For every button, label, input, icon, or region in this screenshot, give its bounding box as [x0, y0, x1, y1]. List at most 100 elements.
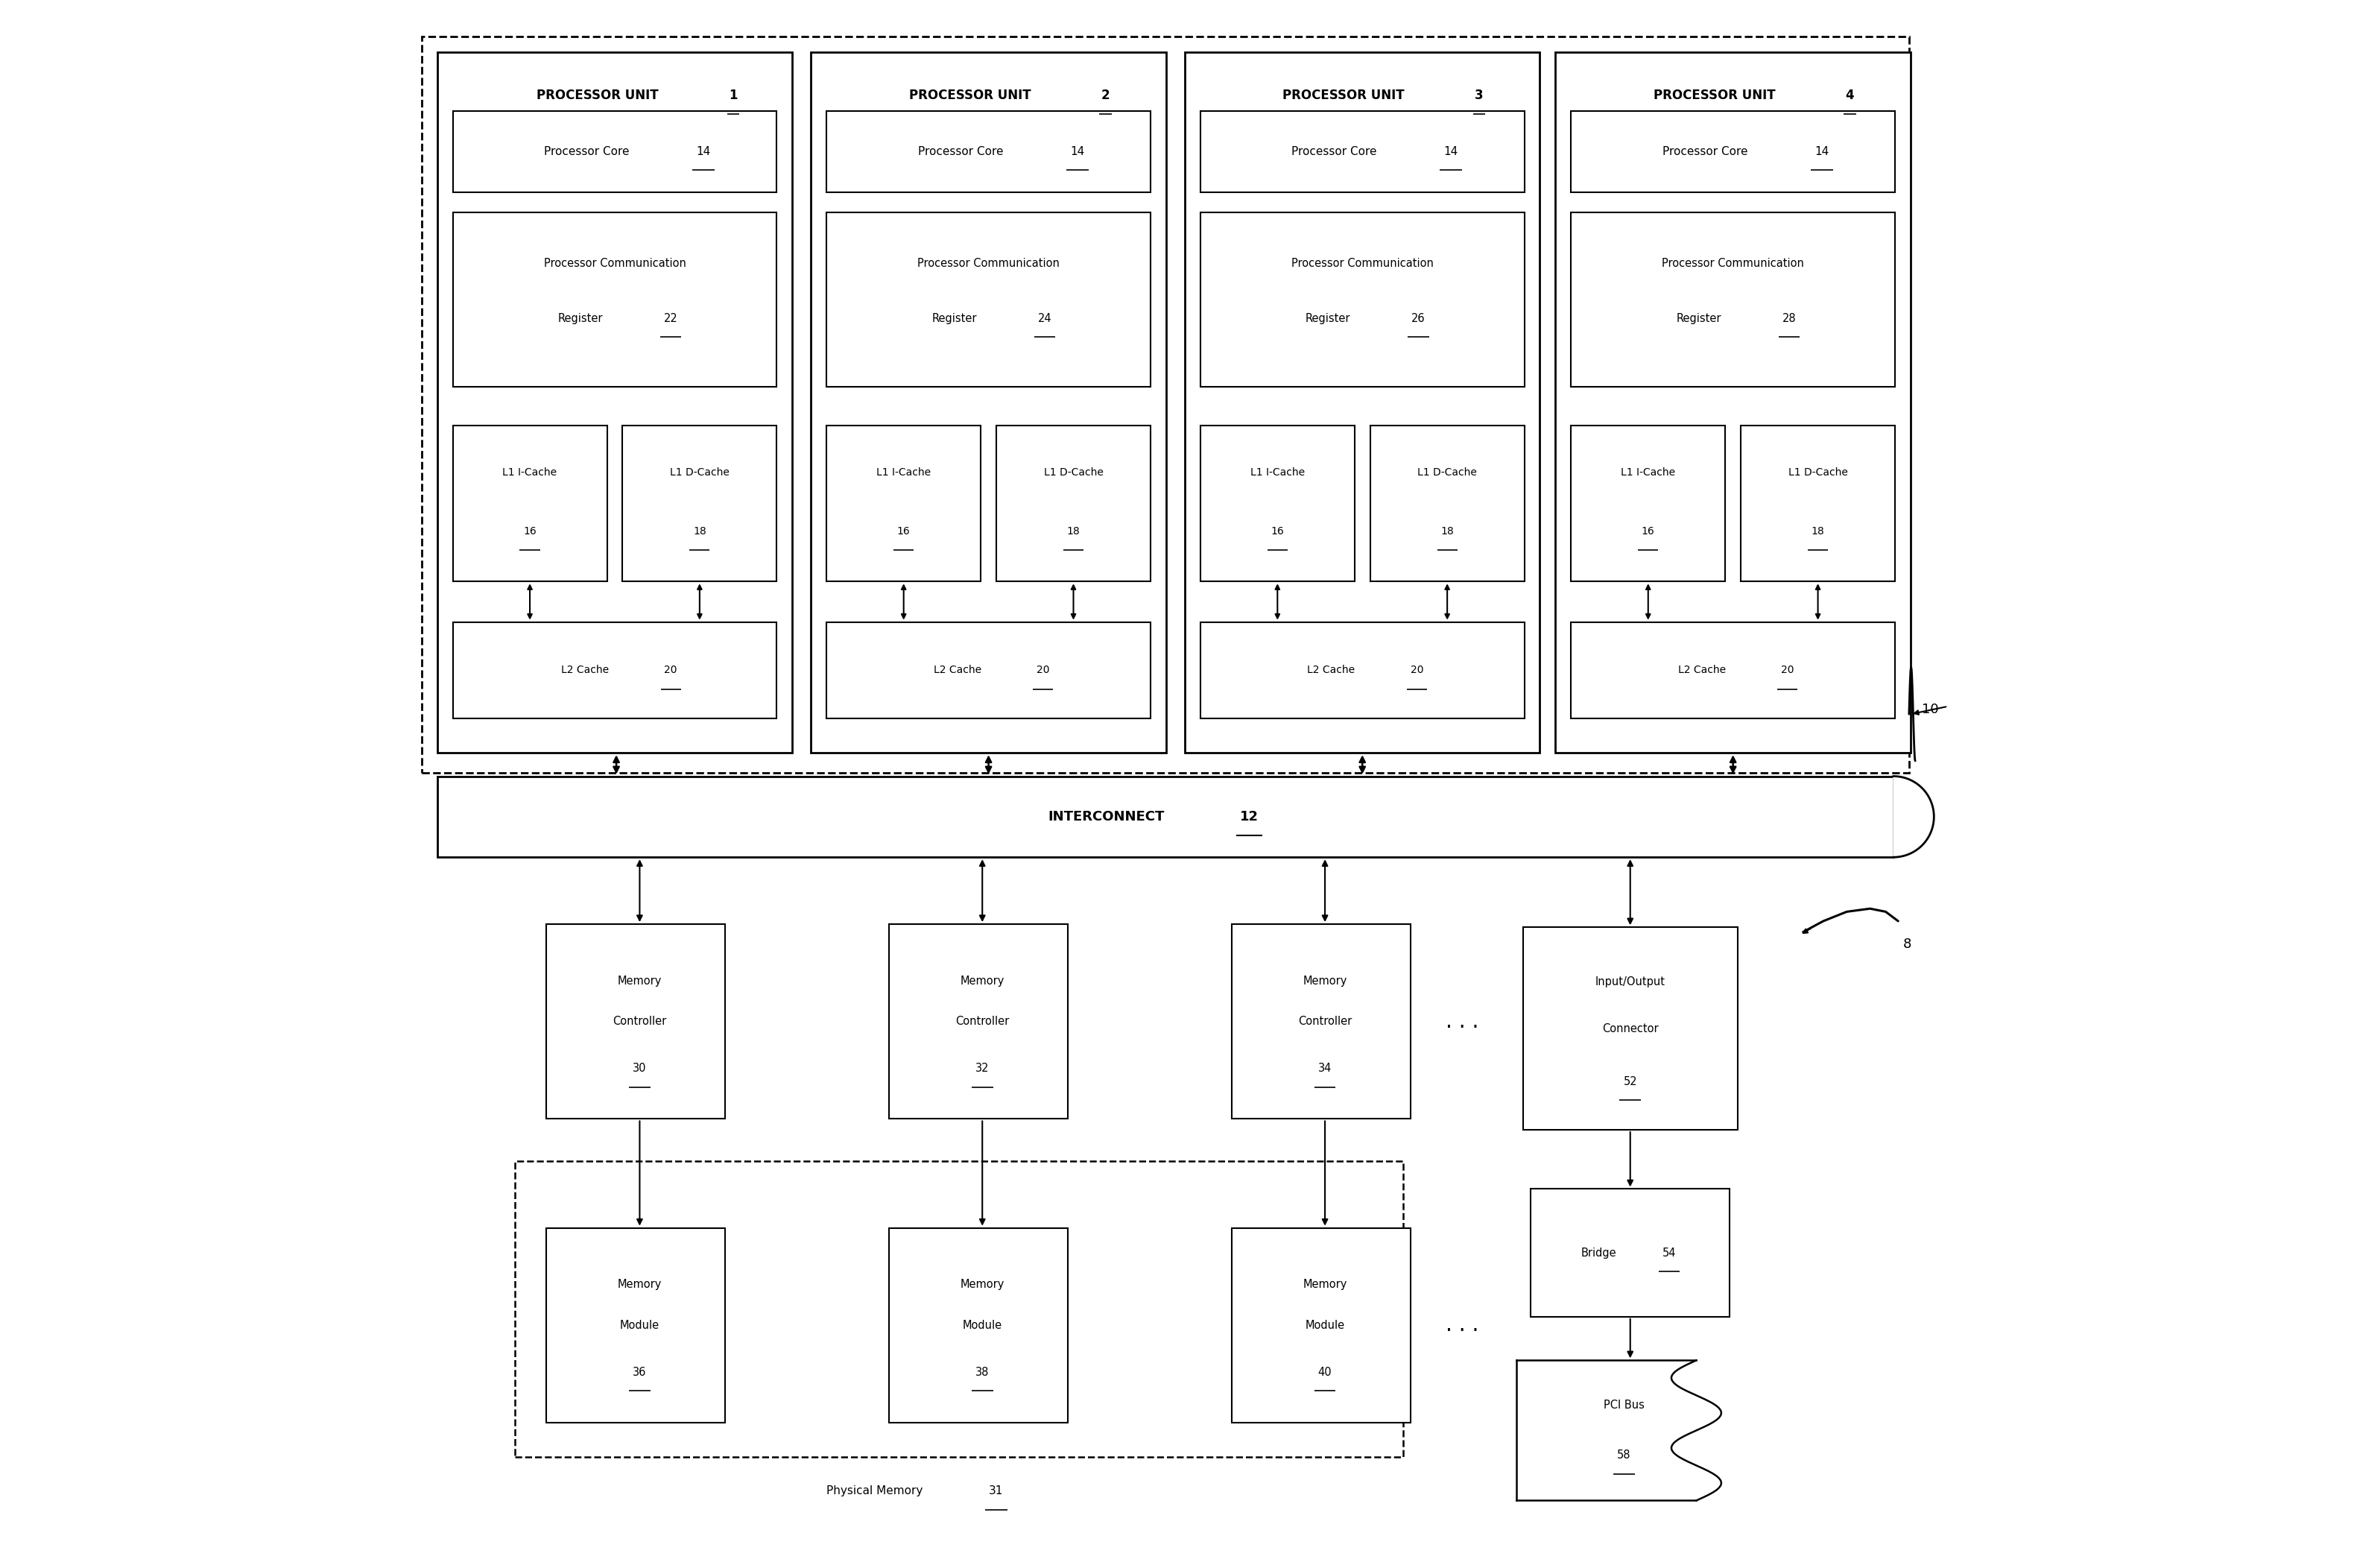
Text: L2 Cache: L2 Cache: [560, 665, 610, 676]
Text: 8: 8: [1902, 938, 1911, 952]
Text: L1 D-Cache: L1 D-Cache: [671, 467, 730, 478]
Bar: [1201, 111, 1525, 193]
Bar: [1523, 927, 1737, 1131]
Text: PCI Bus: PCI Bus: [1603, 1400, 1645, 1411]
Text: 20: 20: [1410, 665, 1424, 676]
Text: PROCESSOR UNIT: PROCESSOR UNIT: [1283, 89, 1405, 102]
Text: L2 Cache: L2 Cache: [1306, 665, 1356, 676]
Text: L1 D-Cache: L1 D-Cache: [1789, 467, 1848, 478]
Bar: [1370, 426, 1525, 582]
Bar: [452, 212, 777, 387]
Bar: [421, 36, 1909, 773]
Text: 16: 16: [523, 527, 537, 536]
Text: L1 I-Cache: L1 I-Cache: [876, 467, 930, 478]
Text: L2 Cache: L2 Cache: [935, 665, 982, 676]
Bar: [996, 426, 1151, 582]
Bar: [452, 622, 777, 718]
Text: Register: Register: [1306, 312, 1351, 325]
Text: . . .: . . .: [1445, 1316, 1478, 1336]
Text: Processor Core: Processor Core: [544, 146, 629, 157]
Text: 28: 28: [1782, 312, 1796, 325]
Text: Register: Register: [932, 312, 977, 325]
Text: 20: 20: [664, 665, 678, 676]
Text: 20: 20: [1036, 665, 1050, 676]
Bar: [1530, 1189, 1730, 1317]
Text: 38: 38: [975, 1366, 989, 1378]
Text: Memory: Memory: [1302, 975, 1346, 986]
Bar: [826, 111, 1151, 193]
Bar: [1184, 52, 1540, 753]
Text: Module: Module: [1304, 1320, 1344, 1331]
Text: Input/Output: Input/Output: [1596, 977, 1664, 988]
Bar: [890, 1228, 1069, 1422]
Text: 26: 26: [1412, 312, 1427, 325]
Text: 18: 18: [1810, 527, 1824, 536]
Text: L2 Cache: L2 Cache: [1678, 665, 1725, 676]
Text: Memory: Memory: [1302, 1279, 1346, 1290]
Text: 4: 4: [1846, 89, 1855, 102]
Bar: [1201, 212, 1525, 387]
Text: Connector: Connector: [1603, 1022, 1660, 1035]
Text: Physical Memory: Physical Memory: [826, 1485, 923, 1497]
Bar: [1556, 52, 1911, 753]
Bar: [812, 52, 1165, 753]
Text: Register: Register: [558, 312, 603, 325]
Text: L1 I-Cache: L1 I-Cache: [1622, 467, 1676, 478]
Text: Processor Communication: Processor Communication: [1292, 259, 1434, 270]
Text: 52: 52: [1624, 1076, 1636, 1087]
Text: . . .: . . .: [1445, 1011, 1478, 1032]
Text: Processor Communication: Processor Communication: [1662, 259, 1803, 270]
Text: Controller: Controller: [612, 1016, 666, 1027]
Text: 14: 14: [1443, 146, 1457, 157]
Text: 14: 14: [1071, 146, 1085, 157]
Bar: [1570, 426, 1725, 582]
Text: Memory: Memory: [617, 1279, 661, 1290]
Bar: [452, 426, 607, 582]
Text: Controller: Controller: [956, 1016, 1010, 1027]
Text: 18: 18: [1066, 527, 1080, 536]
Text: 10: 10: [1921, 702, 1937, 717]
Text: L1 D-Cache: L1 D-Cache: [1417, 467, 1476, 478]
Polygon shape: [1893, 776, 1935, 858]
Text: Module: Module: [963, 1320, 1003, 1331]
Bar: [1201, 622, 1525, 718]
Text: PROCESSOR UNIT: PROCESSOR UNIT: [1653, 89, 1775, 102]
Bar: [826, 622, 1151, 718]
Text: Memory: Memory: [617, 975, 661, 986]
Text: Register: Register: [1676, 312, 1721, 325]
Text: 24: 24: [1038, 312, 1052, 325]
Bar: [826, 212, 1151, 387]
Bar: [621, 426, 777, 582]
Text: 22: 22: [664, 312, 678, 325]
Text: INTERCONNECT: INTERCONNECT: [1048, 811, 1165, 823]
Text: 30: 30: [633, 1063, 647, 1074]
Text: Processor Core: Processor Core: [918, 146, 1003, 157]
Bar: [1570, 622, 1895, 718]
Text: 34: 34: [1318, 1063, 1332, 1074]
Text: 54: 54: [1662, 1247, 1676, 1259]
Text: Bridge: Bridge: [1582, 1247, 1617, 1259]
Bar: [516, 1160, 1403, 1457]
Text: L1 I-Cache: L1 I-Cache: [504, 467, 558, 478]
Bar: [438, 776, 1893, 858]
Text: 36: 36: [633, 1366, 647, 1378]
Text: 31: 31: [989, 1485, 1003, 1497]
Bar: [1231, 924, 1410, 1120]
Bar: [452, 111, 777, 193]
Bar: [438, 52, 793, 753]
Bar: [1570, 111, 1895, 193]
Text: 20: 20: [1782, 665, 1794, 676]
Text: 1: 1: [730, 89, 737, 102]
Text: 12: 12: [1241, 811, 1259, 823]
Bar: [1201, 426, 1354, 582]
Text: PROCESSOR UNIT: PROCESSOR UNIT: [537, 89, 659, 102]
Text: Processor Communication: Processor Communication: [918, 259, 1059, 270]
Text: Module: Module: [619, 1320, 659, 1331]
Bar: [1231, 1228, 1410, 1422]
Text: PROCESSOR UNIT: PROCESSOR UNIT: [909, 89, 1031, 102]
Text: 14: 14: [697, 146, 711, 157]
Text: 32: 32: [975, 1063, 989, 1074]
Bar: [890, 924, 1069, 1120]
Text: 40: 40: [1318, 1366, 1332, 1378]
Bar: [1742, 426, 1895, 582]
